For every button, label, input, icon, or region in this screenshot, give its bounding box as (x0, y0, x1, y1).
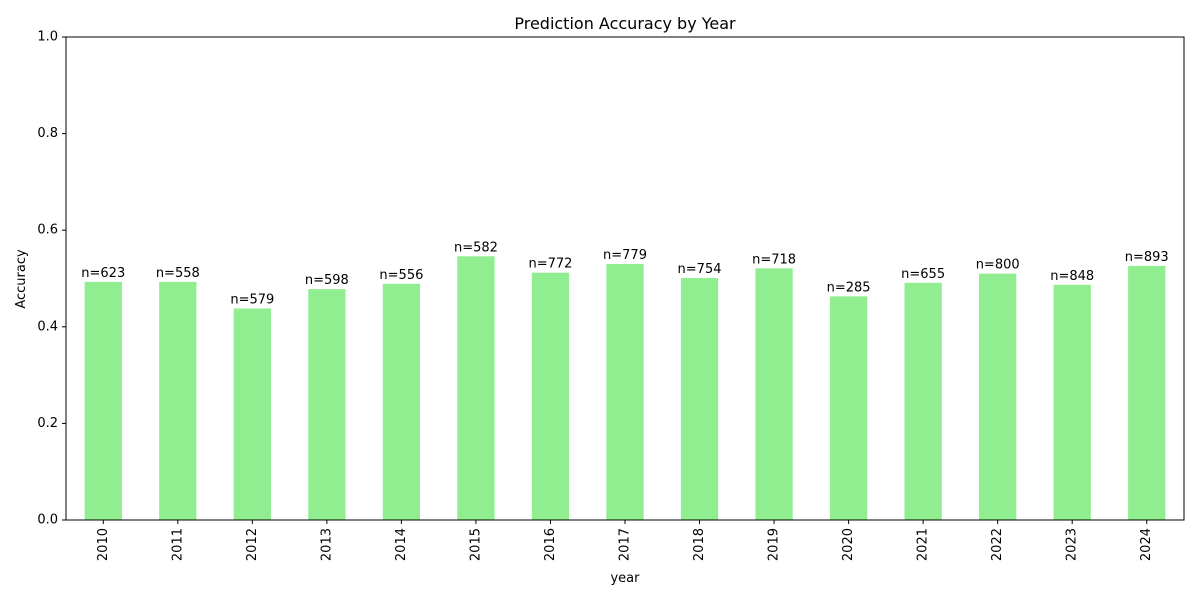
bar-2013 (308, 289, 346, 520)
x-axis-label: year (610, 571, 640, 586)
data-label-2024: n=893 (1125, 250, 1169, 265)
x-tick-label-2016: 2016 (543, 528, 558, 561)
x-tick-label-2012: 2012 (245, 528, 260, 561)
x-tick-label-2023: 2023 (1065, 528, 1080, 561)
bar-2023 (1053, 284, 1091, 520)
data-label-2017: n=779 (603, 248, 647, 263)
bar-2015 (457, 256, 495, 520)
bar-2016 (531, 272, 570, 520)
bar-2017 (606, 264, 644, 520)
x-tick-label-2020: 2020 (841, 528, 856, 561)
data-label-2016: n=772 (528, 257, 572, 272)
x-tick-label-2014: 2014 (394, 528, 409, 561)
y-tick-label-0.6: 0.6 (37, 223, 58, 238)
data-label-2013: n=598 (305, 273, 349, 288)
y-tick-label-1.0: 1.0 (37, 30, 58, 45)
x-axis: 2010 2011 2012 2013 2014 2015 2016 2017 2018 2019… (96, 520, 1154, 561)
bar-2011 (159, 281, 197, 520)
bar-2019 (755, 268, 793, 520)
x-tick-label-2015: 2015 (468, 528, 483, 561)
bar-2022 (979, 273, 1017, 520)
data-labels-group: n=623 n=558 n=579 n=598 n=556 n=582 n=772 n=779… (81, 240, 1168, 307)
x-tick-label-2022: 2022 (990, 528, 1005, 561)
x-tick-label-2010: 2010 (96, 528, 111, 561)
data-label-2020: n=285 (827, 280, 871, 295)
data-label-2018: n=754 (678, 262, 722, 277)
x-tick-label-2011: 2011 (170, 528, 185, 561)
x-tick-label-2017: 2017 (618, 528, 633, 561)
bar-2010 (84, 281, 122, 520)
data-label-2021: n=655 (901, 267, 945, 282)
x-tick-label-2013: 2013 (319, 528, 334, 561)
chart-title: Prediction Accuracy by Year (514, 14, 736, 33)
y-tick-label-0.4: 0.4 (37, 319, 58, 334)
bar-2018 (680, 278, 719, 520)
bar-2012 (233, 308, 271, 520)
data-label-2011: n=558 (156, 266, 200, 281)
y-tick-label-0.8: 0.8 (37, 126, 58, 141)
bars-group (84, 256, 1166, 520)
x-tick-label-2021: 2021 (916, 528, 931, 561)
y-tick-label-0.2: 0.2 (37, 416, 58, 431)
y-axis-label: Accuracy (14, 249, 29, 309)
x-tick-label-2024: 2024 (1139, 528, 1154, 561)
data-label-2014: n=556 (379, 268, 423, 283)
data-label-2023: n=848 (1050, 269, 1094, 284)
bar-2014 (382, 283, 421, 520)
data-label-2012: n=579 (230, 292, 274, 307)
bar-2020 (829, 296, 868, 520)
y-tick-label-0.0: 0.0 (37, 513, 58, 528)
data-label-2022: n=800 (976, 258, 1020, 273)
data-label-2019: n=718 (752, 252, 796, 267)
y-axis: 0.0 0.2 0.4 0.6 0.8 1.0 (37, 30, 66, 528)
bar-2021 (904, 282, 942, 520)
x-tick-label-2019: 2019 (767, 528, 782, 561)
x-tick-label-2018: 2018 (692, 528, 707, 561)
bar-2024 (1128, 265, 1166, 520)
data-label-2015: n=582 (454, 240, 498, 255)
data-label-2010: n=623 (81, 266, 125, 281)
